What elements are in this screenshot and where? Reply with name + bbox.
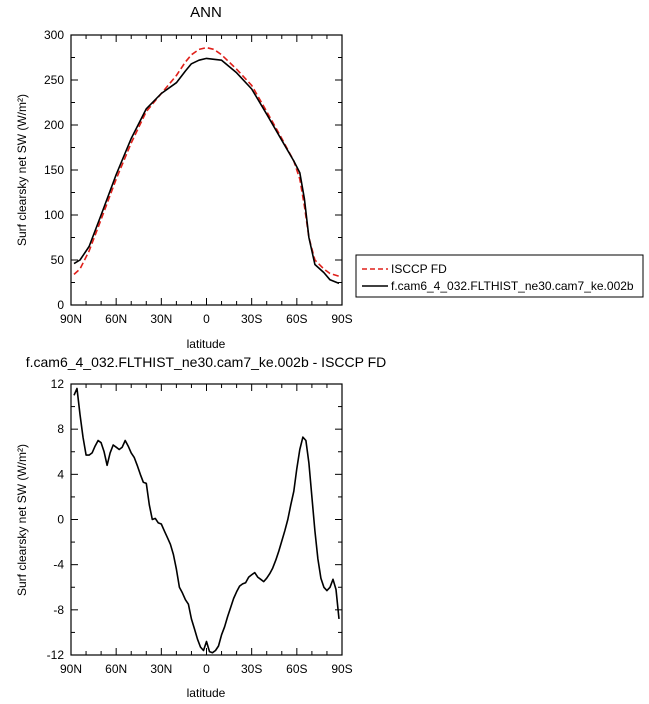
bottom-y-tick-label: -4 <box>53 558 64 572</box>
legend-box <box>355 254 644 298</box>
bottom-y-tick-label: 8 <box>57 422 64 436</box>
top-plot-frame <box>70 34 343 306</box>
top-chart-title: ANN <box>190 4 222 21</box>
bottom-x-tick-label: 90N <box>60 662 82 676</box>
top-y-tick-label: 250 <box>44 73 64 87</box>
legend-label-isccp-fd: ISCCP FD <box>391 262 447 276</box>
bottom-x-tick-label: 60S <box>286 662 307 676</box>
bottom-x-tick-label: 30S <box>241 662 262 676</box>
top-x-tick-label: 30N <box>150 312 172 326</box>
bottom-x-tick-label: 0 <box>203 662 210 676</box>
top-y-tick-label: 300 <box>44 28 64 42</box>
bottom-chart-x-axis-label: latitude <box>187 686 226 700</box>
bottom-y-tick-label: -12 <box>47 648 65 662</box>
top-y-tick-label: 150 <box>44 163 64 177</box>
top-y-tick-label: 50 <box>51 253 65 267</box>
top-chart-legend: ISCCP FD f.cam6_4_032.FLTHIST_ne30.cam7_… <box>355 254 644 298</box>
top-x-tick-label: 90S <box>331 312 352 326</box>
bottom-x-tick-label: 30N <box>150 662 172 676</box>
top-plot-area: 90N 60N 30N 0 30S 60S 90S 0 50 100 150 200 250 300 <box>44 28 353 326</box>
bottom-plot-area: 90N 60N 30N 0 30S 60S 90S -12 -8 -4 0 4 8 12 <box>47 377 353 676</box>
top-x-tick-label: 90N <box>60 312 82 326</box>
top-x-tick-label: 60S <box>286 312 307 326</box>
bottom-chart-title: f.cam6_4_032.FLTHIST_ne30.cam7_ke.002b -… <box>26 354 387 370</box>
top-y-tick-label: 0 <box>57 298 64 312</box>
top-chart-y-axis-label: Surf clearsky net SW (W/m²) <box>15 94 29 246</box>
legend-label-model: f.cam6_4_032.FLTHIST_ne30.cam7_ke.002b <box>391 279 634 293</box>
bottom-series-line-0 <box>73 387 340 654</box>
bottom-chart-y-axis-label: Surf clearsky net SW (W/m²) <box>15 444 29 596</box>
bottom-x-tick-label: 60N <box>105 662 127 676</box>
bottom-x-tick-label: 90S <box>331 662 352 676</box>
bottom-y-tick-label: 0 <box>57 513 64 527</box>
bottom-y-tick-label: -8 <box>53 603 64 617</box>
top-x-tick-label: 30S <box>241 312 262 326</box>
bottom-y-tick-label: 12 <box>51 377 65 391</box>
top-chart: ANN Surf clearsky net SW (W/m²) latitude… <box>15 4 353 351</box>
top-series-line-1 <box>73 57 340 285</box>
top-x-tick-label: 0 <box>203 312 210 326</box>
top-y-tick-label: 200 <box>44 118 64 132</box>
bottom-chart: f.cam6_4_032.FLTHIST_ne30.cam7_ke.002b -… <box>15 354 386 700</box>
top-chart-x-axis-label: latitude <box>187 337 226 351</box>
top-series-line-0 <box>73 46 340 277</box>
bottom-y-tick-label: 4 <box>57 467 64 481</box>
bottom-plot-frame <box>70 383 343 656</box>
top-x-tick-label: 60N <box>105 312 127 326</box>
top-y-tick-label: 100 <box>44 208 64 222</box>
